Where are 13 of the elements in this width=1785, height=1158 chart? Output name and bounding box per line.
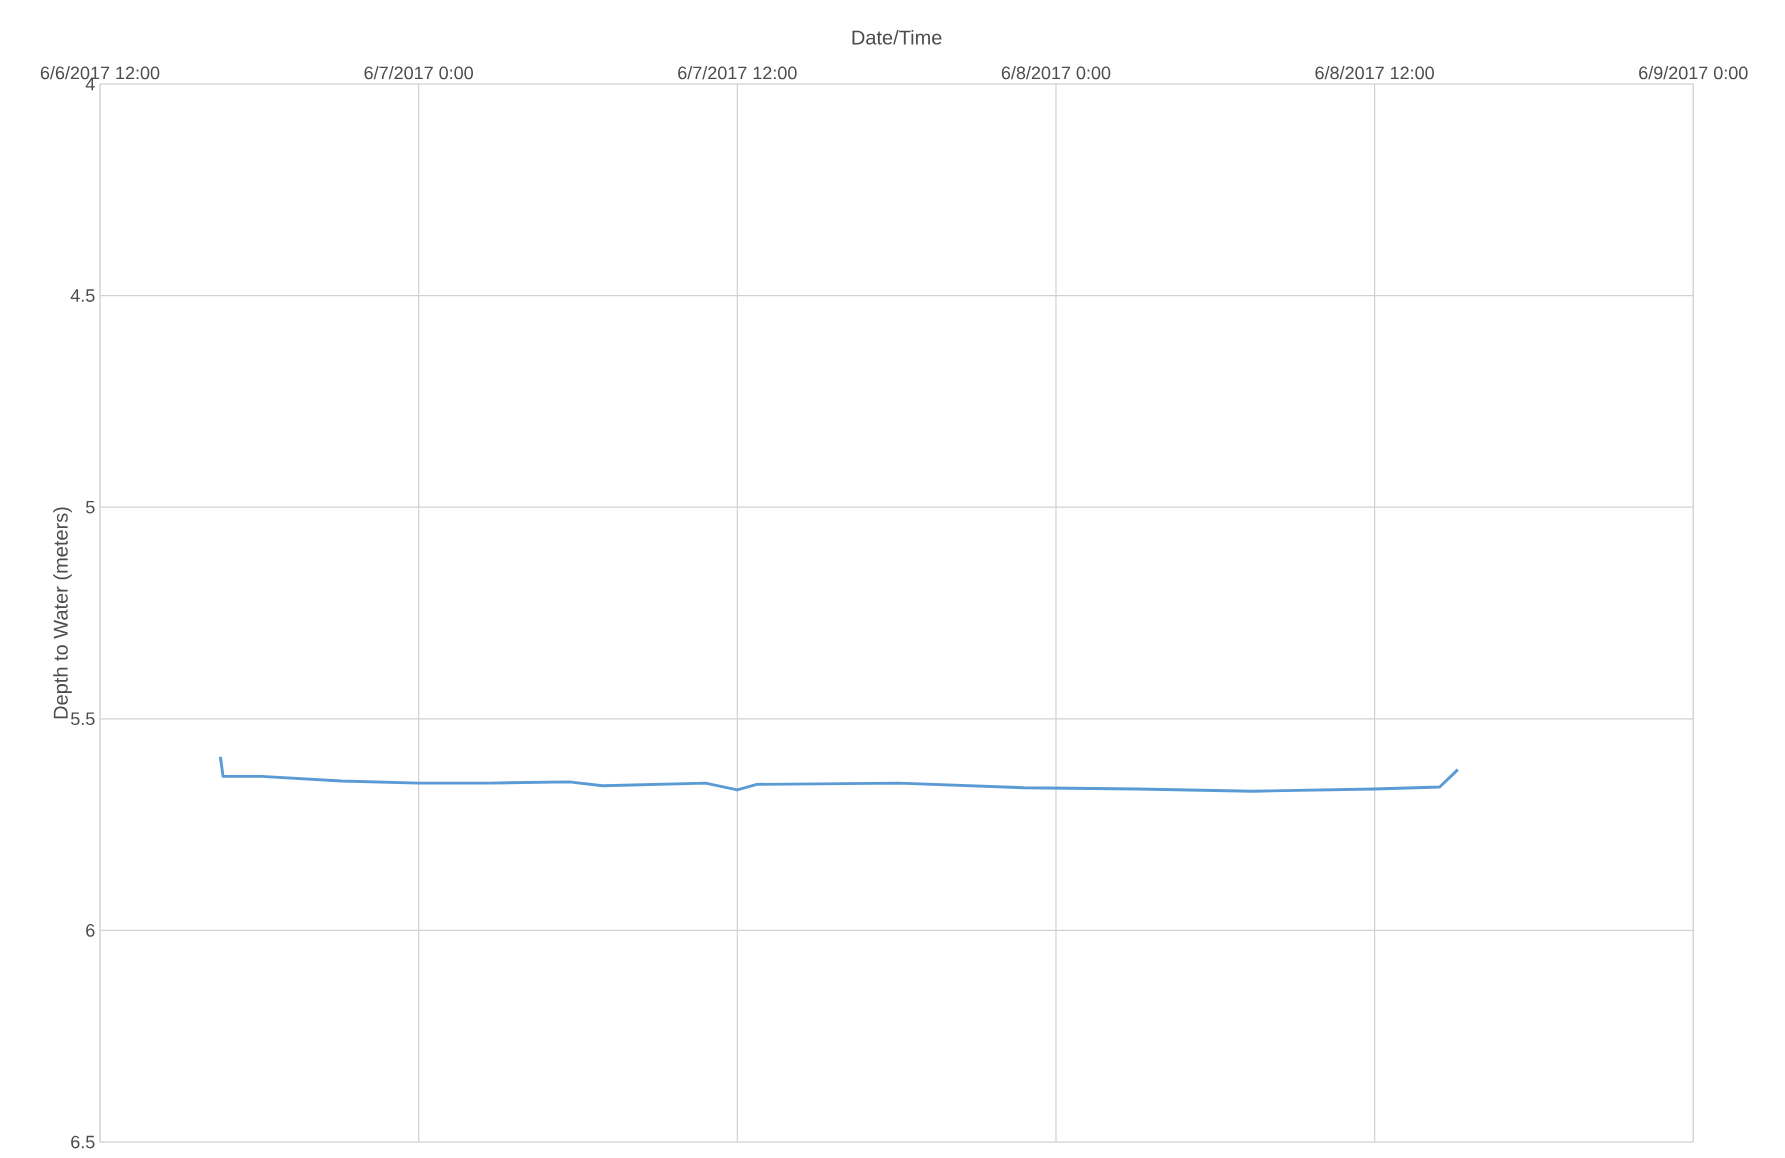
line-series bbox=[218, 755, 1460, 793]
x-axis-title: Date/Time bbox=[852, 29, 942, 45]
y-tick-label: 5.5 bbox=[70, 712, 95, 726]
y-tick-label: 4.5 bbox=[70, 289, 95, 302]
y-tick-label: 6.5 bbox=[71, 1135, 95, 1149]
x-tick-label: 6/8/2017 12:00 bbox=[1315, 66, 1434, 80]
y-tick-label: 6 bbox=[86, 924, 95, 937]
x-tick-label: 6/8/2017 0:00 bbox=[1001, 66, 1111, 80]
x-tick-label: 6/7/2017 0:00 bbox=[364, 66, 473, 80]
x-tick-label: 6/7/2017 12:00 bbox=[678, 66, 797, 80]
x-tick-label: 6/9/2017 0:00 bbox=[1639, 66, 1748, 80]
y-axis-title: Depth to Water (meters) bbox=[53, 507, 72, 719]
y-tick-label: 5 bbox=[85, 500, 95, 514]
